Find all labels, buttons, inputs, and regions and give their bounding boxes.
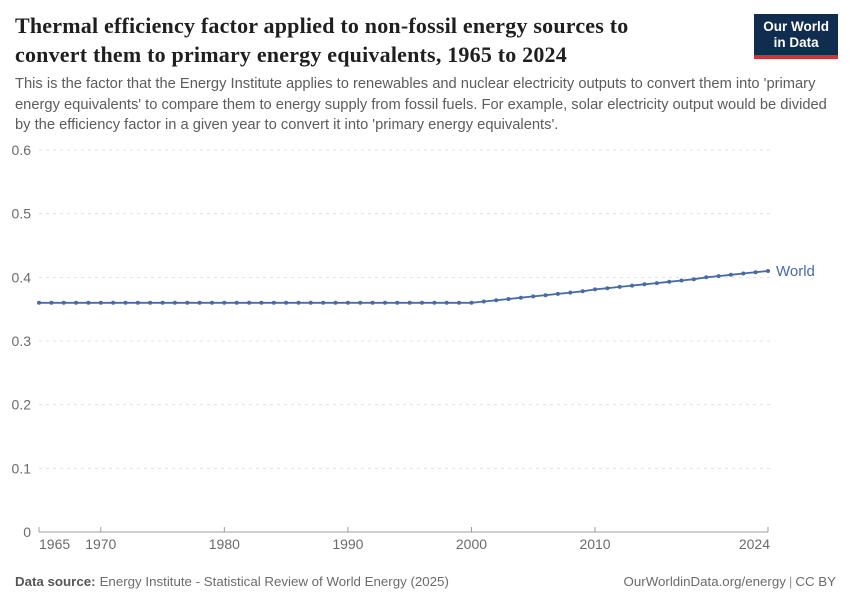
y-axis-tick-label: 0.5 [12,206,32,222]
data-point [568,290,573,295]
data-point [420,300,424,305]
data-point [123,300,128,305]
data-point [766,269,770,273]
footer-separator: | [788,574,793,589]
data-point [160,300,165,305]
data-point [321,300,326,305]
data-point [247,300,252,305]
chart-subtitle: This is the factor that the Energy Insti… [15,76,827,134]
data-point [679,278,684,283]
data-point [259,300,264,305]
data-point [358,300,363,305]
line-chart: 0 0.1 0.2 0.3 0.4 0.5 0.6 1965 1970 1980 1990 2000 2… [0,140,850,560]
data-point [506,297,511,301]
x-axis-tick-label: 2024 [739,536,770,552]
data-point [98,300,103,305]
data-point [383,300,387,305]
data-source: Data source: Energy Institute - Statistic… [15,574,449,589]
data-point [197,300,202,305]
line-chart-svg: 0 0.1 0.2 0.3 0.4 0.5 0.6 1965 1970 1980 1990 2000 2… [12,142,815,552]
data-point [234,300,239,305]
data-point [271,300,276,305]
page-title-line-1: Thermal efficiency factor applied to non… [15,13,629,38]
page-title: Thermal efficiency factor applied to non… [15,12,760,69]
data-point [555,291,560,296]
x-axis-tick-label: 1970 [85,536,116,552]
data-point [457,300,462,305]
data-point [617,284,622,289]
data-point [531,294,536,299]
y-axis-tick-label: 0.6 [12,142,32,158]
data-point [345,300,350,305]
data-point [74,300,79,305]
series-line-world [39,270,769,304]
y-axis-tick-label: 0 [23,524,31,540]
data-point [481,299,486,304]
chart-footer: Data source: Energy Institute - Statistic… [15,574,836,589]
data-point [753,270,758,275]
owid-url: OurWorldinData.org/energy [623,574,786,589]
data-point [308,300,313,305]
data-point [407,300,412,305]
data-point [172,300,177,305]
owid-logo-line-2: in Data [773,35,819,51]
data-point [148,300,153,305]
data-point [605,286,610,291]
data-point [296,300,301,305]
data-source-label: Data source: [15,574,96,589]
data-point [728,272,733,277]
data-point [704,275,709,280]
data-point [444,300,449,305]
owid-logo: Our World in Data [754,14,838,60]
x-axis-tick-label: 2010 [579,536,610,552]
data-point [370,300,375,305]
y-axis-tick-label: 0.4 [12,269,32,285]
data-point [284,300,289,305]
data-point [716,274,721,279]
owid-logo-line-1: Our World [763,19,829,34]
data-point [691,277,696,282]
data-point [49,300,54,305]
data-point [518,295,523,300]
license-label: CC BY [795,574,836,589]
series-end-label: World [776,263,815,280]
data-point [580,289,585,294]
x-axis-tick-label: 1965 [39,536,70,552]
data-source-value: Energy Institute - Statistical Review of… [99,574,449,589]
data-point [61,300,66,305]
data-point [222,300,227,305]
x-axis-tick-label: 1990 [332,536,363,552]
data-point [185,300,190,305]
data-point [432,300,437,305]
data-point [86,300,91,305]
y-axis-tick-label: 0.1 [12,460,32,476]
data-point [494,298,499,303]
data-point [667,279,672,284]
x-axis-tick-label: 1980 [209,536,240,552]
page-title-line-2: convert them to primary energy equivalen… [15,41,567,67]
data-point [630,283,635,288]
data-point [395,300,400,305]
data-point [469,300,474,305]
y-axis-tick-label: 0.2 [12,397,32,413]
data-point [654,281,659,286]
data-point [543,293,548,298]
data-point [593,287,597,292]
y-axis-tick-label: 0.3 [12,333,32,349]
footer-credits: OurWorldinData.org/energy | CC BY [624,574,836,589]
x-axis-tick-label: 2000 [456,536,487,552]
data-point [333,300,338,305]
data-point [111,300,116,305]
data-point [37,300,41,305]
data-point [135,300,140,305]
data-point [642,282,647,287]
data-point [741,271,746,276]
data-point [210,300,214,305]
